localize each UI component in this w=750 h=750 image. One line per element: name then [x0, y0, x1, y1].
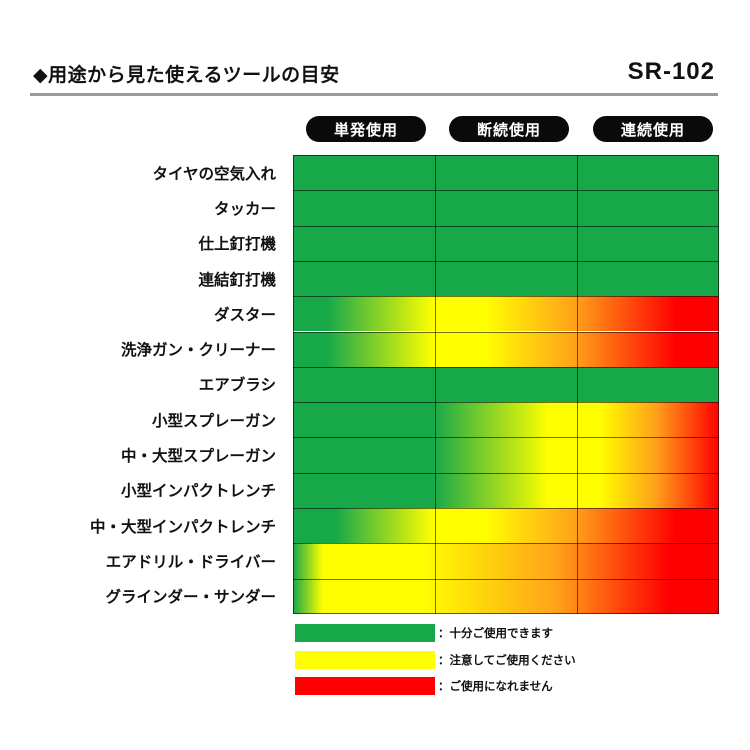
- row-label: 中・大型インパクトレンチ: [89, 517, 276, 536]
- page-title: ◆用途から見た使えるツールの目安: [33, 64, 340, 86]
- row-label: エアドリル・ドライバー: [105, 552, 276, 571]
- column-divider: [435, 155, 436, 614]
- column-header: 断続使用: [449, 116, 569, 142]
- row-divider: [293, 366, 719, 368]
- column-header: 単発使用: [306, 116, 426, 142]
- title-underline: [30, 93, 718, 96]
- row-label: 連結釘打機: [198, 270, 276, 289]
- row-label: タッカー: [213, 199, 276, 218]
- grid-border: [293, 155, 719, 614]
- column-divider: [577, 155, 578, 614]
- row-label: 小型スプレーガン: [151, 411, 276, 430]
- row-band: [293, 225, 719, 261]
- row-label: 小型インパクトレンチ: [120, 482, 276, 501]
- row-band: [293, 437, 719, 473]
- row-band: [293, 578, 719, 614]
- legend-swatch-green: [295, 624, 435, 642]
- row-divider: [293, 190, 719, 192]
- row-band: [293, 331, 719, 367]
- row-label: 仕上釘打機: [198, 235, 276, 254]
- row-divider: [293, 225, 719, 227]
- row-divider: [293, 331, 719, 333]
- row-label: タイヤの空気入れ: [152, 164, 276, 183]
- row-label: 中・大型スプレーガン: [120, 447, 276, 466]
- row-band: [293, 190, 719, 226]
- row-label: 洗浄ガン・クリーナー: [120, 341, 276, 360]
- row-divider: [293, 472, 719, 474]
- row-divider: [293, 508, 719, 509]
- legend-label: ：注意してご使用ください: [438, 653, 576, 667]
- row-band: [293, 296, 719, 332]
- row-divider: [293, 578, 719, 580]
- row-label: エアブラシ: [198, 376, 276, 395]
- column-header: 連続使用: [593, 116, 713, 142]
- row-divider: [293, 402, 719, 404]
- model-number: SR-102: [627, 58, 715, 85]
- usage-heatmap: [293, 155, 719, 614]
- row-band: [293, 543, 719, 579]
- row-band: [293, 402, 719, 438]
- row-divider: [293, 260, 719, 262]
- row-divider: [293, 296, 719, 298]
- row-band: [293, 366, 719, 403]
- row-divider: [293, 543, 719, 545]
- row-band: [293, 472, 719, 508]
- row-label: ダスター: [213, 305, 276, 324]
- row-label: グラインダー・サンダー: [105, 588, 276, 607]
- row-band: [293, 155, 719, 191]
- row-band: [293, 508, 719, 544]
- legend-swatch-yellow: [295, 651, 435, 669]
- legend-swatch-red: [295, 677, 435, 695]
- legend-label: ：ご使用になれません: [438, 679, 553, 693]
- row-band: [293, 260, 719, 297]
- legend-label: ：十分ご使用できます: [438, 626, 553, 640]
- row-divider: [293, 437, 719, 439]
